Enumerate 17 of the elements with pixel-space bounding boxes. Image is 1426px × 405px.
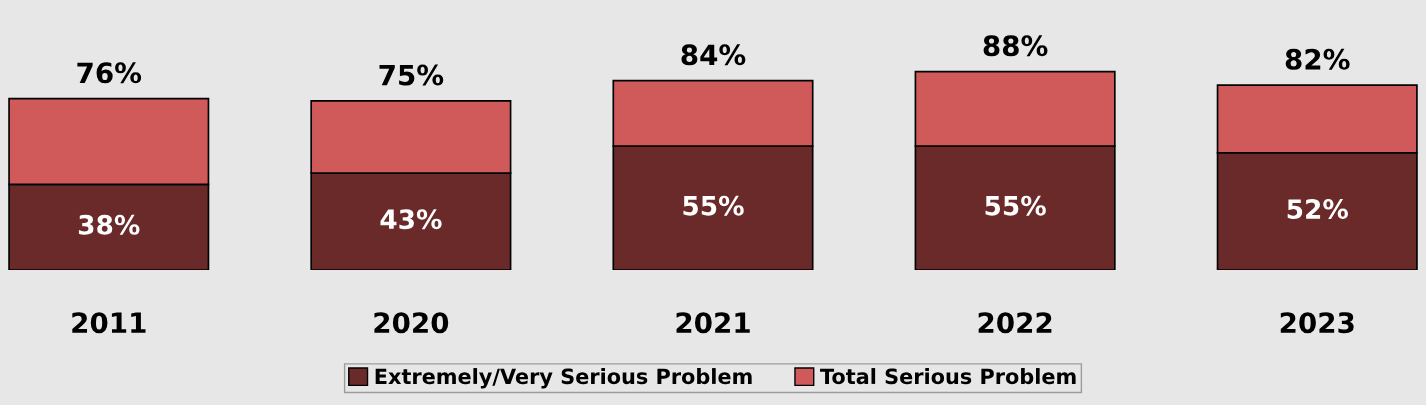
x-tick-label: 2020 xyxy=(374,312,449,334)
data-label: 55% xyxy=(985,195,1046,216)
total-label: 76% xyxy=(77,62,142,84)
data-label: 52% xyxy=(1287,199,1348,220)
total-label: 84% xyxy=(681,44,746,66)
x-tick-label: 2011 xyxy=(72,312,146,334)
total-label: 88% xyxy=(983,35,1048,57)
data-label: 38% xyxy=(78,214,140,235)
total-label: 75% xyxy=(379,64,444,86)
data-label: 43% xyxy=(380,209,442,230)
data-label: 55% xyxy=(683,195,744,216)
legend-label: Extremely/Very Serious Problem xyxy=(375,368,752,389)
legend-label: Total Serious Problem xyxy=(820,368,1076,385)
x-tick-label: 2022 xyxy=(978,312,1052,334)
x-tick-label: 2021 xyxy=(676,312,750,334)
x-tick-label: 2023 xyxy=(1280,312,1354,334)
total-label: 82% xyxy=(1285,48,1350,70)
